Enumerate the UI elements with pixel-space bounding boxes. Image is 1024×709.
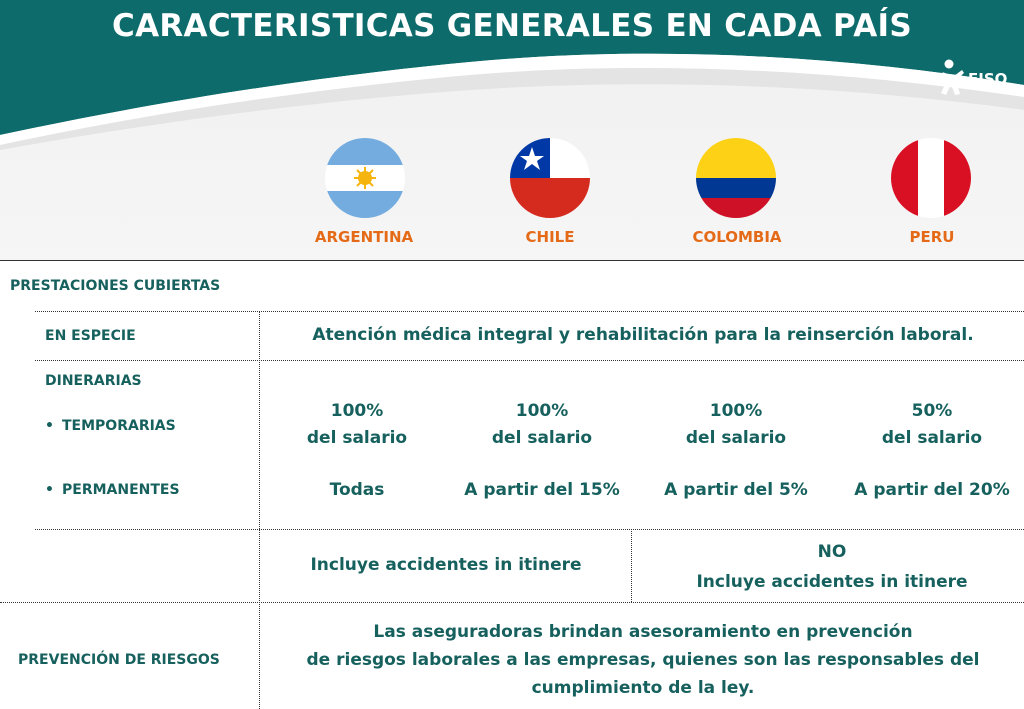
temporarias-colombia: 100% del salario (656, 398, 816, 452)
permanentes-peru: A partir del 20% (854, 480, 1010, 500)
dinerarias-label: DINERARIAS (45, 373, 142, 389)
prevencion-label: PREVENCIÓN DE RIESGOS (18, 652, 220, 668)
argentina-flag-icon (325, 138, 405, 218)
itinere-text: Incluye accidentes in itinere (696, 572, 968, 592)
divider (0, 602, 1024, 603)
divider (35, 311, 1024, 312)
permanentes-colombia: A partir del 5% (664, 480, 808, 500)
page-title: CARACTERISTICAS GENERALES EN CADA PAÍS (112, 8, 912, 44)
colombia-flag-icon (696, 138, 776, 218)
header-divider (0, 260, 1024, 261)
itinere-no: NO (817, 542, 847, 562)
permanentes-chile: A partir del 15% (464, 480, 620, 500)
pct-value: 50% (911, 401, 953, 421)
fiso-logo-icon (941, 59, 964, 95)
bullet-icon: • (45, 482, 54, 498)
pct-value: 100% (709, 401, 763, 421)
peru-flag-icon (891, 138, 971, 218)
country-label-peru: PERU (909, 228, 955, 246)
divider (35, 529, 1024, 530)
country-label-colombia: COLOMBIA (692, 228, 782, 246)
pct-value: 100% (330, 401, 384, 421)
temporarias-peru: 50% del salario (852, 398, 1012, 452)
prevencion-line: cumplimiento de la ley. (531, 678, 755, 698)
logo-text: FISO (968, 70, 1008, 88)
pct-text: del salario (685, 428, 787, 448)
temporarias-label: TEMPORARIAS (62, 418, 176, 434)
chile-flag-icon (510, 138, 590, 218)
prestaciones-label: PRESTACIONES CUBIERTAS (10, 278, 221, 294)
itinere-left: Incluye accidentes in itinere (310, 555, 582, 575)
column-divider (631, 529, 632, 602)
pct-value: 100% (515, 401, 569, 421)
prevencion-line: de riesgos laborales a las empresas, qui… (306, 650, 980, 670)
divider (35, 360, 1024, 361)
temporarias-chile: 100% del salario (462, 398, 622, 452)
itinere-right: NO Incluye accidentes in itinere (633, 537, 1024, 597)
bullet-icon: • (45, 418, 54, 434)
pct-text: del salario (491, 428, 593, 448)
column-divider (259, 311, 260, 709)
pct-text: del salario (881, 428, 983, 448)
en-especie-label: EN ESPECIE (45, 328, 136, 344)
country-label-chile: CHILE (525, 228, 575, 246)
prevencion-line: Las aseguradoras brindan asesoramiento e… (373, 622, 913, 642)
pct-text: del salario (306, 428, 408, 448)
permanentes-label: PERMANENTES (62, 482, 180, 498)
permanentes-argentina: Todas (329, 480, 385, 500)
temporarias-argentina: 100% del salario (277, 398, 437, 452)
prevencion-text: Las aseguradoras brindan asesoramiento e… (262, 618, 1024, 702)
en-especie-value: Atención médica integral y rehabilitació… (312, 325, 974, 345)
country-label-argentina: ARGENTINA (314, 228, 414, 246)
